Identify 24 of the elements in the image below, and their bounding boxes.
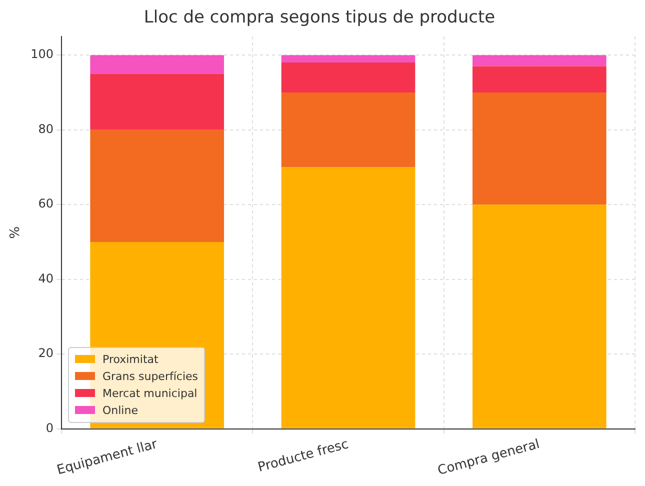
bar	[281, 92, 416, 168]
x-tick-label: Producte fresc	[256, 436, 350, 476]
y-tick-label: 40	[38, 271, 54, 286]
bar	[472, 204, 606, 428]
bar	[472, 55, 606, 66]
y-axis-title: %	[8, 226, 24, 239]
bar	[90, 74, 224, 130]
legend-label: Proximitat	[102, 352, 158, 366]
chart-title: Lloc de compra segons tipus de producte	[144, 8, 496, 28]
bar	[472, 66, 606, 92]
y-tick-label: 80	[38, 122, 54, 136]
y-tick-label: 20	[38, 346, 54, 360]
legend-label: Online	[102, 404, 138, 417]
bar	[281, 55, 416, 63]
y-tick-label: 0	[46, 420, 54, 435]
legend-label: Grans superfícies	[102, 370, 198, 383]
legend-label: Mercat municipal	[102, 386, 198, 400]
bar	[281, 167, 416, 428]
bar	[90, 130, 224, 242]
y-tick-label: 60	[38, 196, 54, 211]
bar	[472, 92, 606, 205]
bar	[90, 55, 224, 74]
bar	[281, 62, 416, 92]
y-tick-label: 100	[30, 47, 54, 62]
